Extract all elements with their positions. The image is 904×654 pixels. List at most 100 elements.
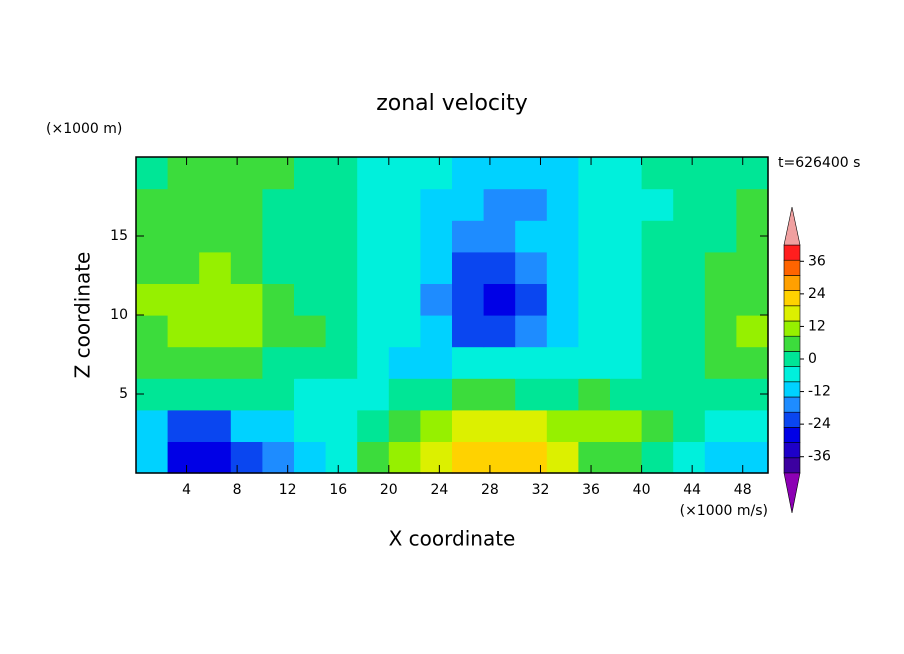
cell: [388, 188, 421, 221]
cell: [357, 188, 390, 221]
cell: [357, 409, 390, 442]
cell: [515, 251, 548, 284]
cell: [167, 188, 200, 221]
cell: [262, 251, 295, 284]
x-tick-label: 4: [182, 482, 191, 498]
cell: [483, 188, 516, 221]
cell: [515, 220, 548, 253]
cell: [294, 315, 327, 348]
cell: [357, 157, 390, 190]
cell: [262, 409, 295, 442]
colorbar-box: [783, 442, 801, 459]
colorbar-tick-label: 0: [808, 351, 817, 367]
cell: [610, 220, 643, 253]
cell: [641, 409, 674, 442]
colorbar-box: [783, 411, 801, 428]
x-tick-label: 12: [279, 482, 297, 498]
y-tick-label: 15: [110, 228, 128, 244]
cell: [357, 251, 390, 284]
cell: [673, 220, 706, 253]
cell: [167, 220, 200, 253]
chart-title: zonal velocity: [376, 91, 528, 116]
cell: [199, 346, 232, 379]
cell: [610, 409, 643, 442]
cell: [578, 378, 611, 411]
colorbar-tick-label: -24: [808, 416, 831, 432]
cell: [641, 251, 674, 284]
cell: [736, 346, 769, 379]
cell: [704, 251, 737, 284]
cell: [704, 346, 737, 379]
colorbar-under: [783, 472, 801, 514]
cell: [452, 283, 485, 316]
cell: [704, 409, 737, 442]
colorbar-tick-label: 12: [808, 318, 826, 334]
cell: [167, 346, 200, 379]
cell: [325, 441, 358, 474]
cell: [167, 378, 200, 411]
cell: [199, 378, 232, 411]
colorbar-box: [783, 351, 801, 367]
cell: [736, 188, 769, 221]
cell: [167, 157, 200, 190]
y-unit: (×1000 m): [46, 121, 122, 137]
cell: [483, 378, 516, 411]
cell: [452, 409, 485, 442]
cell: [388, 346, 421, 379]
cell: [610, 346, 643, 379]
cell: [515, 315, 548, 348]
cell: [578, 346, 611, 379]
cell: [294, 220, 327, 253]
cell: [388, 441, 421, 474]
cell: [515, 157, 548, 190]
cell: [578, 251, 611, 284]
cell: [673, 251, 706, 284]
cell: [641, 157, 674, 190]
cell: [262, 188, 295, 221]
cell: [452, 441, 485, 474]
cell: [452, 157, 485, 190]
cell: [388, 283, 421, 316]
cell: [452, 220, 485, 253]
cell: [357, 315, 390, 348]
cell: [262, 378, 295, 411]
cell: [199, 157, 232, 190]
cell: [704, 157, 737, 190]
cell: [736, 283, 769, 316]
cell: [546, 283, 579, 316]
cell: [420, 441, 453, 474]
cell: [483, 157, 516, 190]
cell: [167, 409, 200, 442]
cell: [420, 346, 453, 379]
cell: [483, 409, 516, 442]
cell: [578, 283, 611, 316]
cell: [199, 441, 232, 474]
cell: [167, 283, 200, 316]
cell: [610, 251, 643, 284]
cell: [357, 378, 390, 411]
cell: [736, 157, 769, 190]
cell: [546, 188, 579, 221]
cell: [420, 283, 453, 316]
cell: [420, 157, 453, 190]
cell: [167, 251, 200, 284]
cell: [483, 315, 516, 348]
y-tick-label: 10: [110, 307, 128, 323]
colorbar-box: [783, 244, 801, 261]
cell: [388, 315, 421, 348]
cell: [452, 315, 485, 348]
field: [136, 157, 769, 474]
cell: [736, 441, 769, 474]
cell: [294, 409, 327, 442]
cell: [388, 157, 421, 190]
colorbar-tick-label: -12: [808, 384, 831, 400]
cell: [262, 315, 295, 348]
cell: [515, 409, 548, 442]
cell: [641, 220, 674, 253]
colorbar-tick-label: 24: [808, 286, 826, 302]
cell: [199, 409, 232, 442]
cell: [420, 409, 453, 442]
colorbar-over: [783, 206, 801, 246]
cell: [610, 378, 643, 411]
cell: [230, 346, 263, 379]
